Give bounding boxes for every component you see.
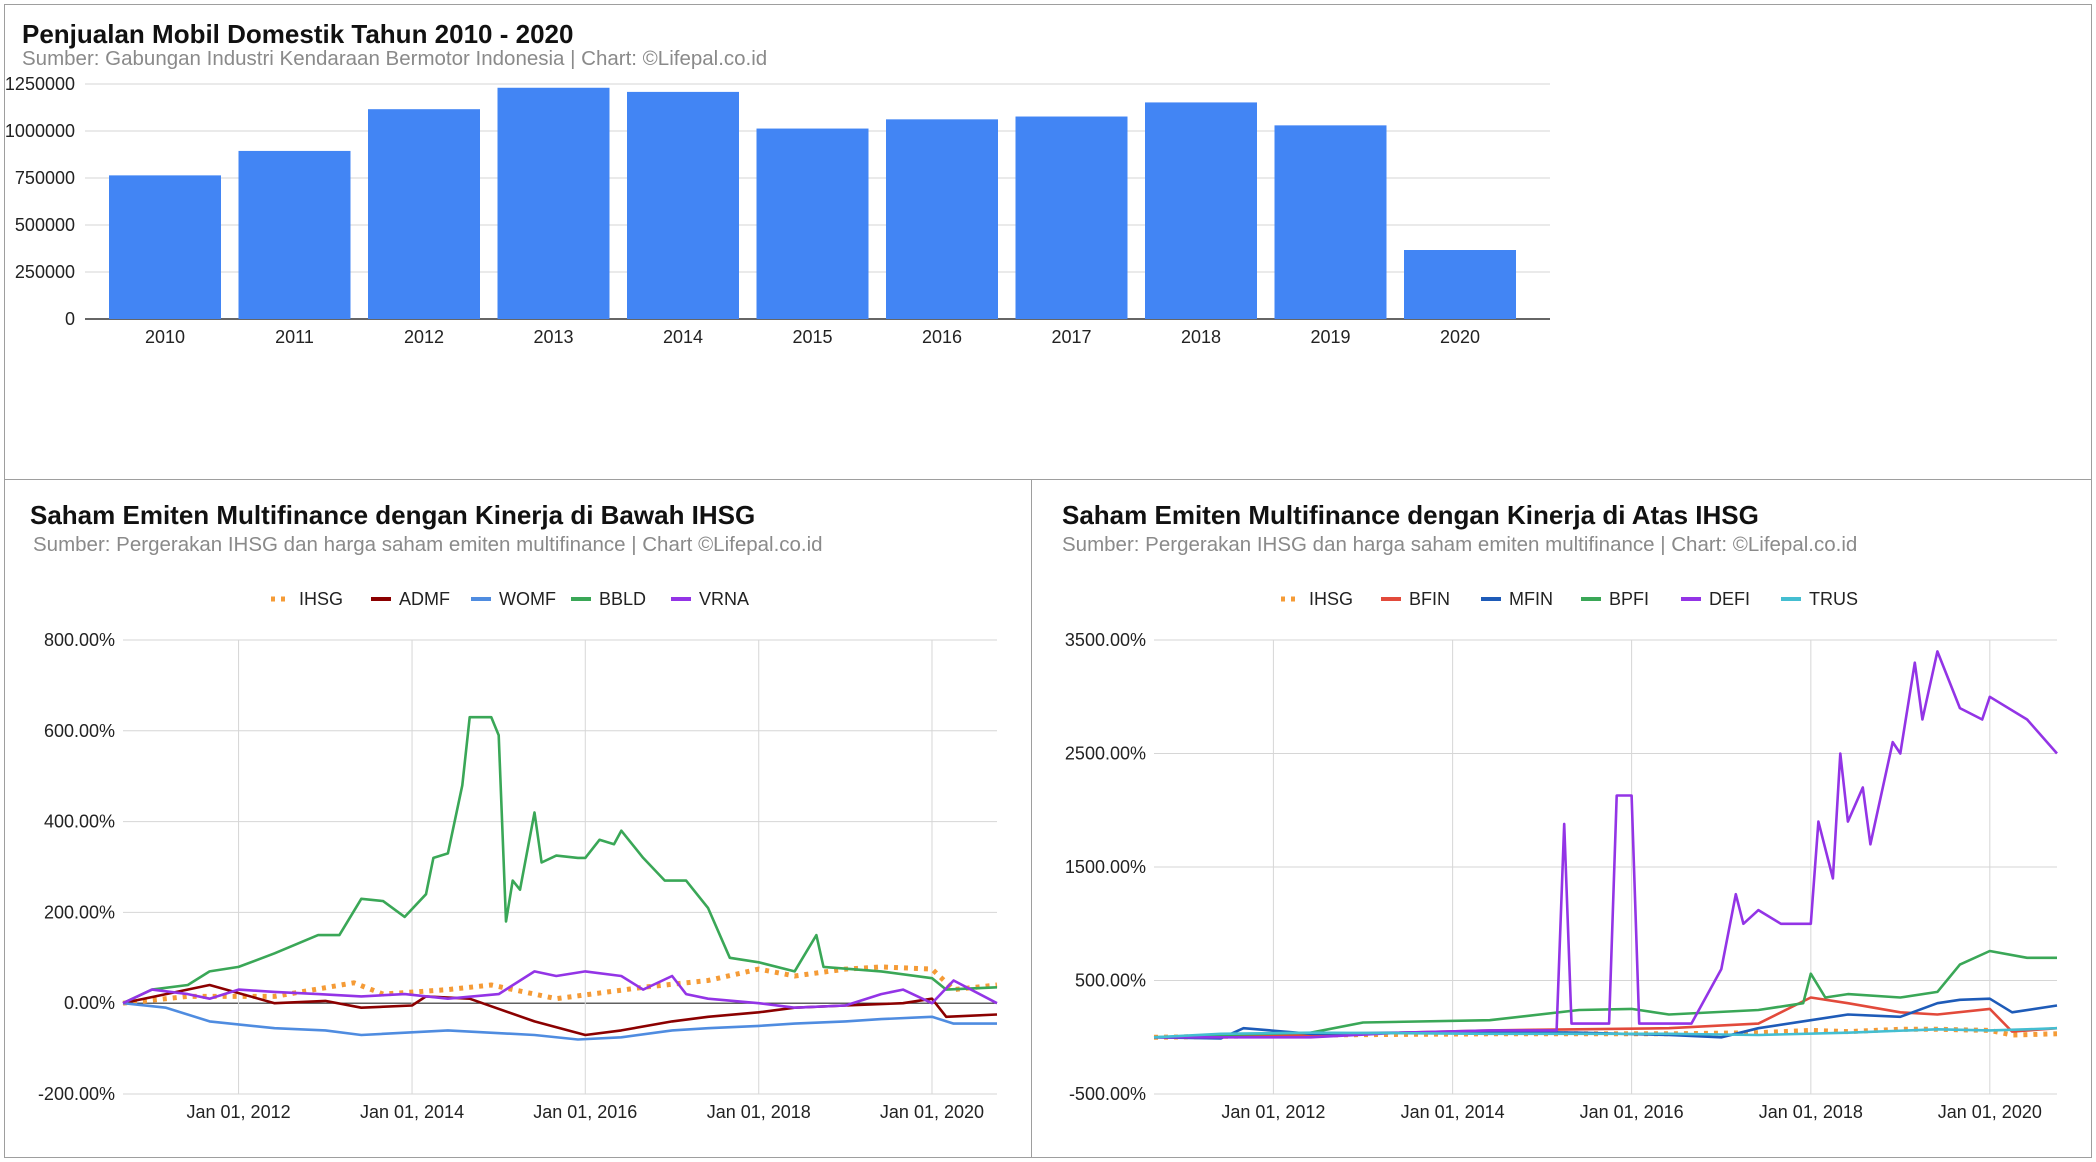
y-tick-label: 250000 <box>15 262 75 282</box>
x-tick-label: Jan 01, 2020 <box>880 1102 984 1122</box>
legend-label: IHSG <box>299 589 343 609</box>
bar <box>886 119 998 320</box>
bar <box>756 128 869 319</box>
bar <box>109 175 221 319</box>
x-tick-label: Jan 01, 2018 <box>1759 1102 1863 1122</box>
y-tick-label: 400.00% <box>44 812 115 832</box>
outperform-multifinance-panel: Saham Emiten Multifinance dengan Kinerja… <box>1031 479 2092 1158</box>
x-tick-label: 2017 <box>1051 327 1091 347</box>
x-tick-label: Jan 01, 2012 <box>1221 1102 1325 1122</box>
bar <box>1015 116 1128 319</box>
y-tick-label: 1000000 <box>5 121 75 141</box>
bar <box>238 150 351 319</box>
x-tick-label: 2011 <box>275 327 314 347</box>
series-line-bbld <box>122 715 998 1005</box>
x-tick-label: Jan 01, 2016 <box>1580 1102 1684 1122</box>
line-chart: -500.00% 500.00% 1500.00% 2500.00% 3500.00% J… <box>1065 589 2058 1122</box>
series-line-bpfi <box>1153 949 2057 1039</box>
chart-title: Saham Emiten Multifinance dengan Kinerja… <box>1062 500 1759 530</box>
y-tick-label: -200.00% <box>38 1084 115 1104</box>
chart-subtitle: Sumber: Gabungan Industri Kendaraan Berm… <box>22 47 768 70</box>
y-tick-label: 600.00% <box>44 721 115 741</box>
bar <box>627 91 739 319</box>
legend-label: WOMF <box>499 589 556 609</box>
x-tick-label: Jan 01, 2014 <box>360 1102 464 1122</box>
series-line-admf <box>122 983 998 1037</box>
domestic-car-sales-panel: Penjualan Mobil Domestik Tahun 2010 - 20… <box>4 4 2092 481</box>
y-tick-label: 500000 <box>15 215 75 235</box>
chart-subtitle: Sumber: Pergerakan IHSG dan harga saham … <box>1062 533 1858 556</box>
legend-label: BBLD <box>599 589 646 609</box>
x-tick-label: 2018 <box>1181 327 1221 347</box>
legend-label: TRUS <box>1809 589 1858 609</box>
x-tick-label: Jan 01, 2014 <box>1401 1102 1505 1122</box>
x-tick-label: 2016 <box>922 327 962 347</box>
legend-label: DEFI <box>1709 589 1750 609</box>
series-line-womf <box>122 1001 997 1041</box>
y-tick-label: 1500.00% <box>1065 857 1146 877</box>
legend-label: ADMF <box>399 589 450 609</box>
series-line-trus <box>1153 1026 2058 1039</box>
y-tick-label: 3500.00% <box>1065 630 1146 650</box>
bar-chart: 0 250000 500000 750000 1000000 1250000 2010 201… <box>5 74 1550 347</box>
y-tick-label: 1250000 <box>5 74 75 94</box>
bar <box>1274 125 1387 319</box>
x-tick-label: 2012 <box>404 327 444 347</box>
x-tick-label: 2015 <box>792 327 832 347</box>
x-tick-label: 2010 <box>145 327 185 347</box>
chart-subtitle: Sumber: Pergerakan IHSG dan harga saham … <box>33 533 823 556</box>
series-line-vrna <box>122 970 998 1009</box>
x-tick-label: Jan 01, 2020 <box>1938 1102 2042 1122</box>
bar <box>1404 250 1516 319</box>
legend-label: BFIN <box>1409 589 1450 609</box>
legend-label: MFIN <box>1509 589 1553 609</box>
x-tick-label: Jan 01, 2016 <box>533 1102 637 1122</box>
bar <box>1145 102 1257 319</box>
bar <box>497 87 610 319</box>
y-tick-label: 0.00% <box>64 993 115 1013</box>
bar <box>368 109 480 319</box>
y-tick-label: 500.00% <box>1075 971 1146 991</box>
x-tick-label: Jan 01, 2012 <box>187 1102 291 1122</box>
y-tick-label: 2500.00% <box>1065 744 1146 764</box>
y-tick-label: 0 <box>65 309 75 329</box>
x-tick-label: 2014 <box>663 327 703 347</box>
y-tick-label: 800.00% <box>44 630 115 650</box>
y-tick-label: 200.00% <box>44 902 115 922</box>
underperform-multifinance-panel: Saham Emiten Multifinance dengan Kinerja… <box>4 479 1033 1158</box>
x-tick-label: 2013 <box>533 327 573 347</box>
legend-label: VRNA <box>699 589 749 609</box>
chart-title: Saham Emiten Multifinance dengan Kinerja… <box>30 500 756 530</box>
x-tick-label: Jan 01, 2018 <box>707 1102 811 1122</box>
y-tick-label: -500.00% <box>1069 1084 1146 1104</box>
line-chart: -200.00% 0.00% 200.00% 400.00% 600.00% 800.00… <box>38 589 998 1122</box>
x-tick-label: 2020 <box>1440 327 1480 347</box>
chart-title: Penjualan Mobil Domestik Tahun 2010 - 20… <box>22 19 574 49</box>
series-line-defi <box>1154 650 2058 1039</box>
legend-label: BPFI <box>1609 589 1649 609</box>
x-tick-label: 2019 <box>1310 327 1350 347</box>
legend-label: IHSG <box>1309 589 1353 609</box>
y-tick-label: 750000 <box>15 168 75 188</box>
